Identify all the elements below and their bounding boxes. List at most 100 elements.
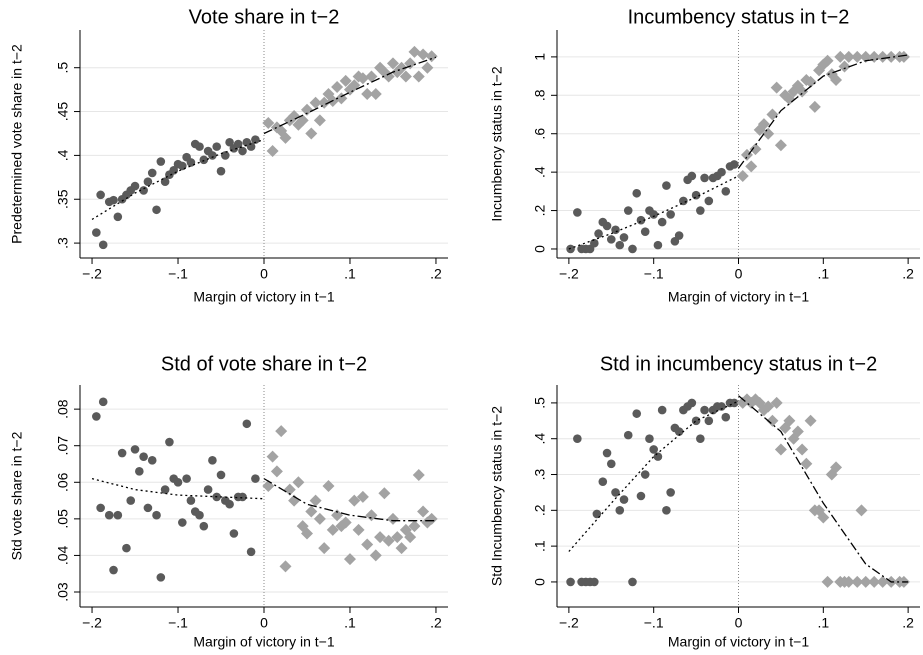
point [352,523,365,536]
point [391,531,404,544]
x-tick-label: .1 [344,615,356,631]
point [592,509,602,519]
point [615,506,625,515]
point [143,503,153,513]
point [152,205,161,215]
x-tick-label: .1 [817,266,829,282]
point [628,577,637,587]
point [279,131,292,144]
y-tick-label: .2 [532,205,548,217]
point [139,452,148,461]
point [331,509,344,522]
point [687,398,697,408]
point [288,494,301,507]
fit-line [737,54,909,169]
point [305,505,318,518]
x-tick-label: .1 [817,615,829,631]
point [696,206,705,215]
x-tick-label: 0 [735,266,743,282]
point [573,208,582,217]
point [876,575,889,588]
panel: Vote share in t−2 Margin of victory in t−… [9,6,448,305]
point [762,400,775,413]
point [766,108,779,121]
y-tick-label: .5 [55,62,71,74]
point [300,527,313,540]
point [195,510,204,520]
x-tick-label: −.1 [168,266,188,282]
point [229,529,239,538]
y-tick-label: .4 [532,433,548,445]
point [598,477,608,486]
panel: Std in incumbency status in t−2 Margin of… [489,353,920,650]
x-tick-label: .2 [902,615,914,631]
x-tick-label: .2 [902,266,914,282]
y-tick-label: .04 [55,545,71,565]
point [251,135,260,144]
y-tick-label: .06 [55,472,71,492]
y-tick-label: .03 [55,582,71,602]
point [662,181,671,190]
point [649,445,658,454]
point [696,434,705,444]
point [897,50,910,63]
point [736,169,749,182]
point [98,397,108,407]
point [842,50,855,63]
point [109,565,118,575]
fit-line [263,56,437,135]
point [876,50,889,63]
point [774,443,787,456]
point [216,470,226,480]
point [666,488,675,497]
point [109,195,118,205]
point [113,510,123,520]
point [615,240,625,250]
point [770,81,783,94]
x-tick-label: .2 [430,266,442,282]
point [830,461,843,474]
point [662,506,671,515]
point [851,575,864,588]
point [653,452,663,461]
point [96,503,105,513]
point [590,577,599,587]
point [619,233,629,242]
point [305,127,318,140]
point [113,212,123,222]
y-axis-label: Std Incumbency status in t−2 [489,406,505,586]
point [700,405,709,415]
x-axis-label: Margin of victory in t−1 [668,289,809,305]
point [343,553,356,566]
point [619,495,629,504]
point [92,412,101,421]
point [382,70,395,83]
point [369,549,382,562]
chart-title: Vote share in t−2 [189,6,340,28]
point [721,187,731,196]
point [412,468,425,481]
point [246,142,256,151]
point [238,492,247,502]
y-axis-label: Std vote share in t−2 [9,431,25,560]
point [126,496,136,505]
point [602,448,612,458]
y-tick-label: .07 [55,436,71,456]
point [266,145,279,158]
point [602,221,612,231]
point [275,425,288,438]
point [322,479,335,492]
point [378,487,391,500]
point [156,573,166,582]
point [851,50,864,63]
point [199,521,209,531]
point [623,206,633,215]
point [417,505,430,518]
point [700,173,709,183]
point [821,54,834,67]
point [804,414,817,427]
point [808,100,821,113]
panel: Incumbency status in t−2 Margin of victor… [489,6,920,305]
y-tick-label: .2 [532,504,548,516]
